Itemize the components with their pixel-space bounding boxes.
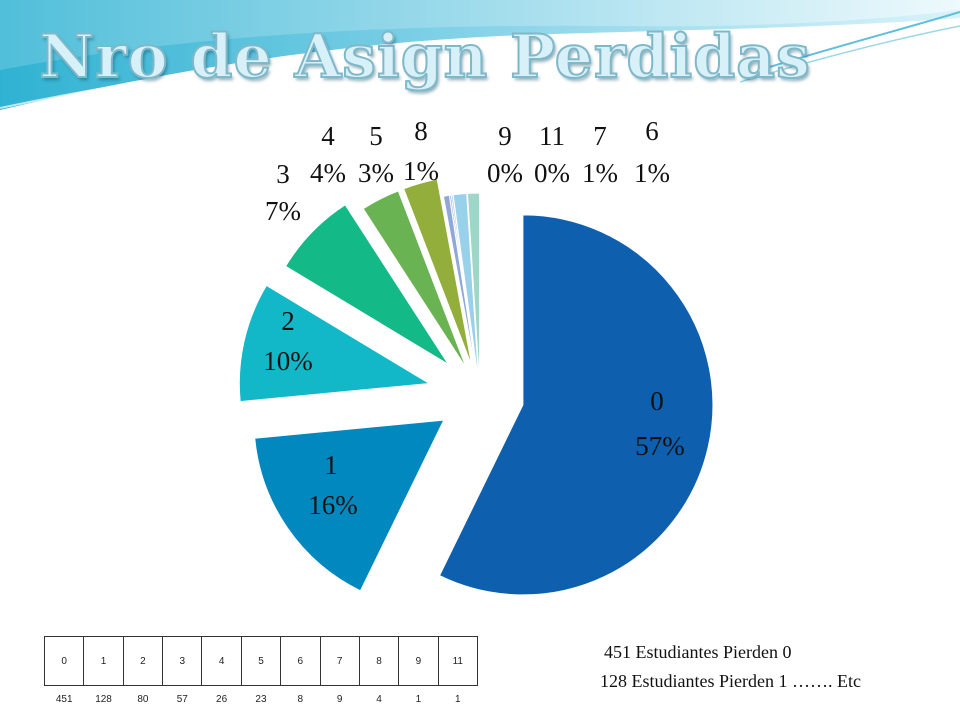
pie-label-category-1: 1: [324, 450, 338, 480]
note-line-2: 128 Estudiantes Pierden 1 ……. Etc: [600, 671, 861, 691]
table-header-cell: 4: [201, 636, 242, 686]
table-header-row: 0 1 2 3 4 5 6 7 8 9 11: [43, 636, 479, 686]
pie-label-category-3: 3: [276, 159, 290, 189]
pie-label-percent-5: 3%: [358, 158, 394, 188]
pie-label-percent-6: 1%: [634, 158, 670, 188]
table-value-cell: 1: [415, 693, 422, 705]
pie-slice-1: [254, 419, 445, 592]
table-header-cell: 0: [43, 636, 85, 686]
table-header-cell: 7: [319, 636, 360, 686]
pie-label-percent-8: 1%: [403, 156, 439, 186]
pie-label-percent-1: 16%: [308, 490, 358, 520]
pie-slice-3: [284, 204, 449, 365]
pie-label-category-8: 8: [414, 116, 428, 146]
table-header-cell: 3: [162, 636, 203, 686]
pie-slice-7: [452, 192, 480, 384]
table-value-cell: 57: [176, 693, 188, 705]
pie-label-percent-2: 10%: [263, 346, 313, 376]
pie-label-category-11: 11: [539, 121, 565, 151]
table-value-row: 451 128 80 57 26 23 8 9 4 1 1: [45, 686, 478, 713]
data-table: 0 1 2 3 4 5 6 7 8 9 11 451 128 80 57 26 23 8 9 4 1 1: [43, 636, 479, 713]
table-header-cell: 1: [83, 636, 124, 686]
pie-slice-2: [238, 284, 431, 403]
pie-label-percent-7: 1%: [582, 158, 618, 188]
pie-label-percent-4: 4%: [310, 158, 346, 188]
pie-label-category-6: 6: [645, 116, 659, 146]
table-value-cell: 451: [55, 693, 73, 705]
table-value-cell: 23: [255, 693, 267, 705]
pie-label-category-0: 0: [650, 386, 664, 416]
pie-label-category-5: 5: [369, 121, 383, 151]
table-header-cell: 9: [398, 636, 439, 686]
pie-label-category-9: 9: [498, 121, 512, 151]
pie-label-percent-0: 57%: [635, 431, 685, 461]
table-header-cell: 8: [358, 636, 400, 686]
table-value-cell: 128: [95, 693, 112, 705]
note: 451 Estudiantes Pierden 0 128 Estudiante…: [600, 638, 960, 696]
pie-slice-5: [403, 178, 473, 367]
note-line-1: 451 Estudiantes Pierden 0: [604, 642, 792, 662]
table-header-cell: 6: [280, 636, 321, 686]
pie-label-category-4: 4: [321, 121, 335, 151]
pie-label-percent-9: 0%: [487, 158, 523, 188]
table-value-cell: 8: [297, 693, 304, 705]
table-header-cell: 11: [437, 636, 479, 686]
table-header-cell: 2: [122, 636, 164, 686]
pie-slice-0: [438, 214, 714, 596]
pie-slice-4: [362, 190, 467, 369]
table-value-cell: 26: [216, 693, 228, 705]
pie-label-percent-3: 7%: [265, 196, 301, 226]
table-header-cell: 5: [240, 636, 282, 686]
pie-label-category-2: 2: [281, 306, 295, 336]
table-value-cell: 9: [336, 693, 343, 705]
pie-label-percent-11: 0%: [534, 158, 570, 188]
pie-slice-6: [466, 192, 481, 384]
table-value-cell: 1: [455, 693, 461, 705]
table-value-cell: 80: [137, 693, 149, 705]
table-value-cell: 4: [376, 693, 382, 705]
pie-label-category-7: 7: [593, 121, 607, 151]
slide-title: Nro de Asign Perdidas: [38, 21, 811, 93]
